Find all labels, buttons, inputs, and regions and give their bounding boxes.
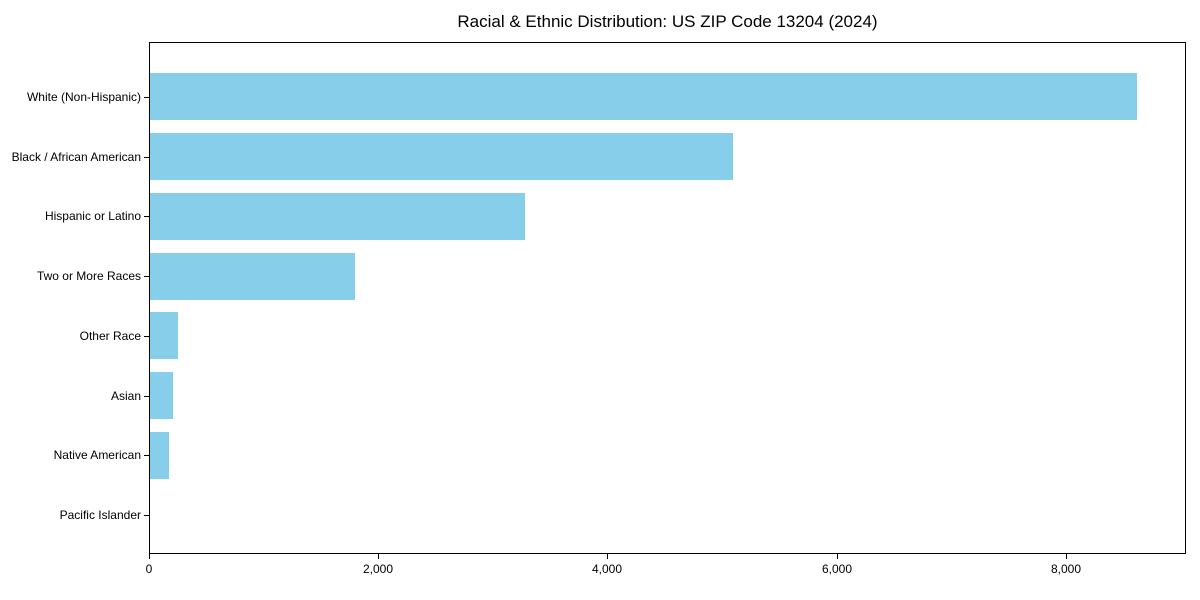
y-axis-label: Asian [110,388,141,403]
y-tick-mark [144,97,149,98]
y-axis-label: Other Race [79,328,141,343]
bar [150,133,734,180]
bar [150,312,179,359]
x-tick-label: 4,000 [591,562,623,576]
bar [150,372,173,419]
y-axis-label: Two or More Races [36,269,141,284]
y-tick-mark [144,157,149,158]
x-tick-label: 6,000 [821,562,853,576]
x-tick-mark [607,554,608,559]
y-tick-mark [144,276,149,277]
y-tick-mark [144,396,149,397]
x-tick-label: 8,000 [1050,562,1082,576]
x-tick-mark [149,554,150,559]
x-tick-mark [378,554,379,559]
y-tick-mark [144,216,149,217]
x-tick-mark [837,554,838,559]
y-tick-mark [144,336,149,337]
bar [150,253,356,300]
y-axis-label: White (Non-Hispanic) [26,89,141,104]
y-axis-label: Native American [53,448,141,463]
y-axis-label: Pacific Islander [59,508,141,523]
y-tick-mark [144,455,149,456]
y-axis-label: Hispanic or Latino [44,209,141,224]
bar [150,73,1137,120]
x-tick-mark [1066,554,1067,559]
y-tick-mark [144,515,149,516]
bar [150,432,169,479]
bar [150,193,525,240]
x-tick-label: 0 [145,562,153,576]
x-tick-label: 2,000 [362,562,394,576]
chart-title: Racial & Ethnic Distribution: US ZIP Cod… [457,12,878,31]
y-axis-label: Black / African American [11,149,141,164]
